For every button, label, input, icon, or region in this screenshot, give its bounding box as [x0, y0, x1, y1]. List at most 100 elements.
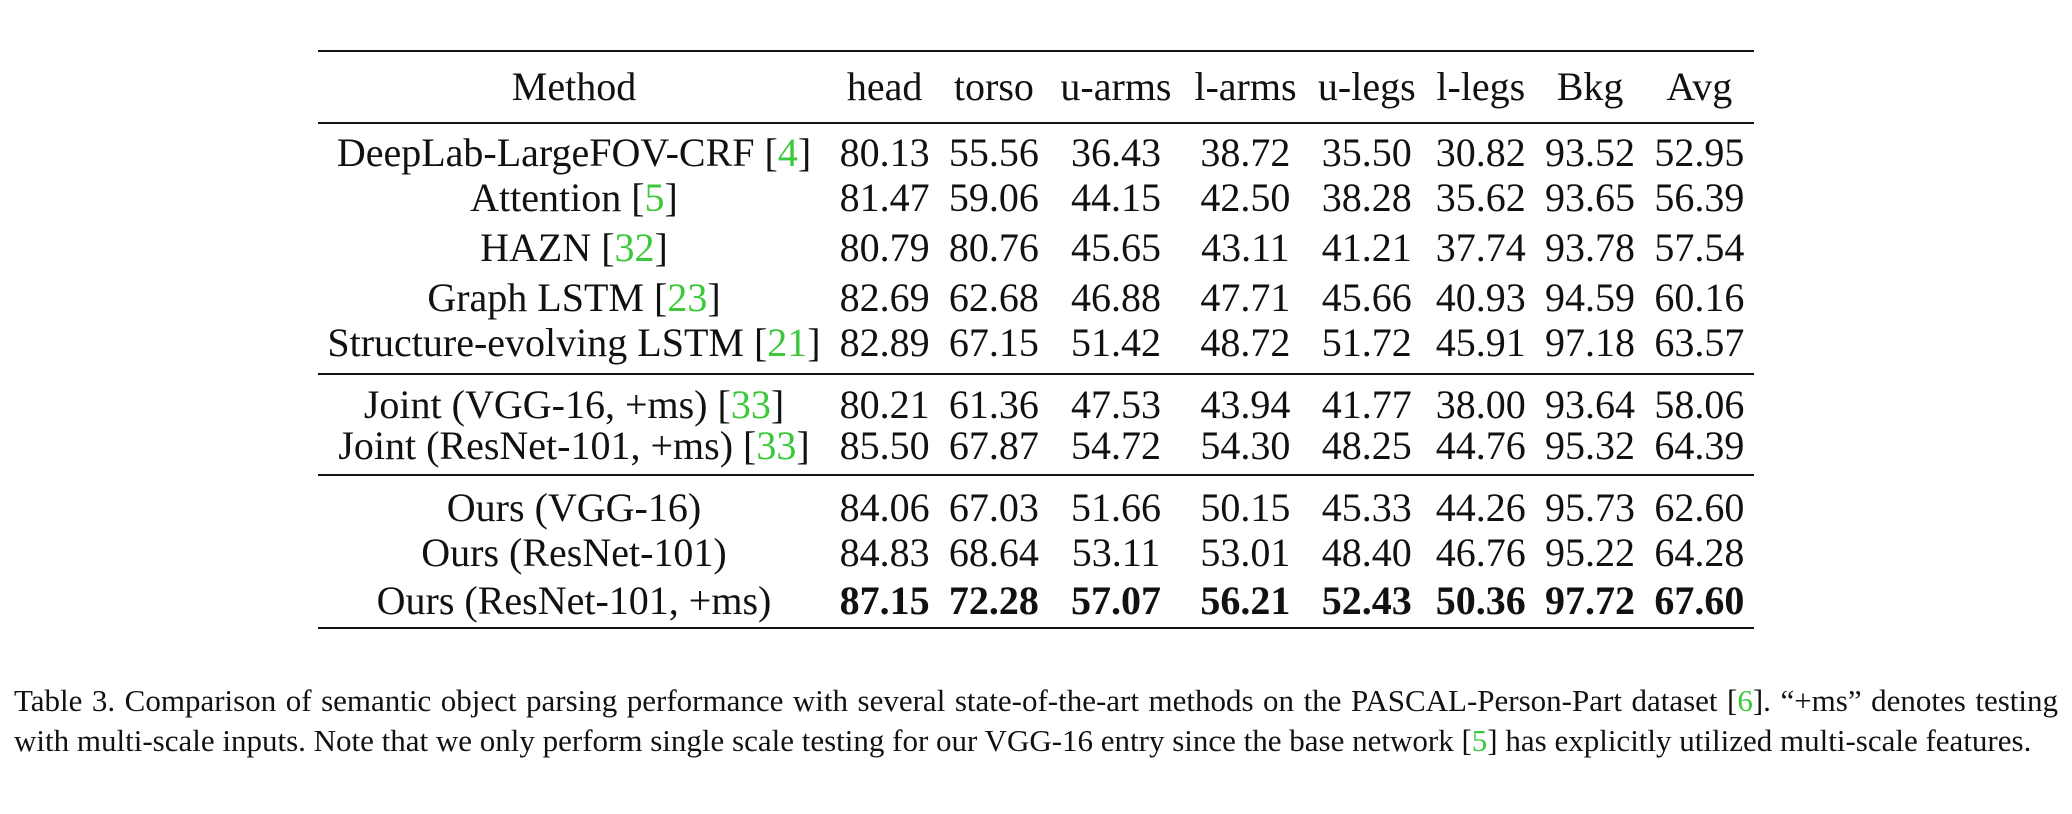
value-cell-head: 80.79 — [839, 225, 930, 270]
method-name: DeepLab-LargeFOV-CRF — [336, 129, 755, 175]
value-cell-avg: 56.39 — [1654, 175, 1745, 220]
table-group-baselines: DeepLab-LargeFOV-CRF [4] 80.13 55.56 36.43 3… — [318, 123, 1754, 374]
value-cell-l-legs: 45.91 — [1435, 320, 1526, 365]
value-cell-u-legs: 41.77 — [1321, 382, 1412, 427]
value-cell-l-legs: 35.62 — [1435, 175, 1526, 220]
value-cell-bkg: 97.18 — [1545, 320, 1636, 365]
table-group-joint: Joint (VGG-16, +ms) [33] 80.21 61.36 47.53 4… — [318, 374, 1754, 475]
value-cell-l-legs: 44.76 — [1435, 422, 1526, 468]
value-cell-avg: 57.54 — [1654, 225, 1745, 270]
method-cell: DeepLab-LargeFOV-CRF [4] — [336, 129, 812, 175]
value-cell-u-legs: 48.25 — [1321, 422, 1412, 468]
caption-text: Table 3. Comparison of semantic object p… — [14, 681, 2058, 761]
value-cell-u-legs: 45.66 — [1321, 275, 1412, 320]
value-cell-u-arms: 36.43 — [1070, 129, 1161, 175]
table-row: Ours (VGG-16) 84.06 67.03 51.66 50.15 45.33 44… — [318, 475, 1754, 528]
value-cell-u-arms: 51.42 — [1070, 320, 1161, 365]
value-cell-u-legs: 48.40 — [1321, 530, 1412, 575]
caption-part-1: Table 3. Comparison of semantic object p… — [14, 683, 1738, 718]
method-cell: Ours (ResNet-101) — [318, 528, 830, 578]
value-cell-bkg: 95.32 — [1545, 422, 1636, 468]
table-row: Ours (ResNet-101, +ms) 87.15 72.28 57.07 56.… — [318, 578, 1754, 628]
method-name: HAZN — [480, 225, 592, 270]
method-cell: Graph LSTM [23] — [427, 275, 721, 320]
header-l-arms: l-arms — [1194, 64, 1297, 109]
table-row: DeepLab-LargeFOV-CRF [4] 80.13 55.56 36.43 3… — [318, 123, 1754, 173]
method-cell: Attention [5] — [470, 175, 678, 220]
value-cell-avg: 62.60 — [1654, 485, 1745, 530]
caption-citation-6[interactable]: 6 — [1737, 683, 1753, 718]
caption-part-2: ]. “+ms” denotes testing with multi-scal… — [14, 683, 2058, 758]
value-cell-head: 80.21 — [839, 382, 930, 427]
value-cell-u-arms: 51.66 — [1070, 485, 1161, 530]
value-cell-u-arms: 46.88 — [1070, 275, 1161, 320]
value-cell-torso: 61.36 — [948, 382, 1039, 427]
citation-link[interactable]: 4 — [777, 129, 798, 175]
citation-link[interactable]: 5 — [644, 175, 665, 220]
value-cell-l-legs: 46.76 — [1435, 530, 1526, 575]
header-bkg: Bkg — [1556, 64, 1624, 109]
value-cell-avg: 63.57 — [1654, 320, 1745, 365]
value-cell-torso: 67.03 — [948, 485, 1039, 530]
method-name: Joint (ResNet-101, +ms) — [338, 422, 734, 468]
table-caption: Table 3. Comparison of semantic object p… — [14, 681, 2058, 761]
table-row: Ours (ResNet-101) 84.83 68.64 53.11 53.01 48.… — [318, 528, 1754, 578]
value-cell-u-arms: 44.15 — [1070, 175, 1161, 220]
citation-link[interactable]: 33 — [756, 422, 797, 468]
value-cell-u-arms: 57.07 — [1070, 577, 1161, 623]
header-head: head — [846, 64, 923, 109]
value-cell-l-arms: 43.11 — [1201, 225, 1290, 270]
method-cell: Joint (ResNet-101, +ms) [33] — [338, 422, 810, 468]
table-row: Structure-evolving LSTM [21] 82.89 67.15 51… — [318, 323, 1754, 374]
header-l-legs: l-legs — [1436, 64, 1526, 109]
citation-link[interactable]: 21 — [767, 320, 808, 365]
value-cell-head: 87.15 — [839, 577, 930, 623]
value-cell-head: 84.83 — [839, 530, 930, 575]
value-cell-avg: 67.60 — [1654, 577, 1745, 623]
table-row: HAZN [32] 80.79 80.76 45.65 43.11 41.21 37.74 9… — [318, 223, 1754, 273]
table-row: Attention [5] 81.47 59.06 44.15 42.50 38.28 35… — [318, 173, 1754, 223]
value-cell-head: 84.06 — [839, 485, 930, 530]
value-cell-u-legs: 41.21 — [1321, 225, 1412, 270]
value-cell-l-legs: 38.00 — [1435, 382, 1526, 427]
value-cell-l-arms: 54.30 — [1200, 422, 1291, 468]
value-cell-l-arms: 50.15 — [1200, 485, 1291, 530]
value-cell-bkg: 94.59 — [1545, 275, 1636, 320]
value-cell-avg: 60.16 — [1654, 275, 1745, 320]
value-cell-torso: 80.76 — [948, 225, 1039, 270]
value-cell-u-arms: 45.65 — [1070, 225, 1161, 270]
citation-link[interactable]: 23 — [667, 275, 708, 320]
value-cell-u-legs: 35.50 — [1321, 129, 1412, 175]
value-cell-avg: 58.06 — [1654, 382, 1745, 427]
method-name: Ours (ResNet-101) — [421, 530, 727, 575]
value-cell-u-legs: 51.72 — [1321, 320, 1412, 365]
value-cell-u-legs: 52.43 — [1321, 577, 1412, 623]
value-cell-bkg: 93.65 — [1545, 175, 1636, 220]
value-cell-l-legs: 30.82 — [1435, 129, 1526, 175]
value-cell-avg: 52.95 — [1654, 129, 1745, 175]
header-u-arms: u-arms — [1060, 64, 1172, 109]
value-cell-l-arms: 43.94 — [1200, 382, 1291, 427]
value-cell-head: 85.50 — [839, 422, 930, 468]
value-cell-torso: 55.56 — [948, 129, 1039, 175]
value-cell-torso: 67.15 — [948, 320, 1039, 365]
value-cell-torso: 72.28 — [948, 577, 1039, 623]
header-method: Method — [511, 64, 637, 109]
method-name: Ours (ResNet-101, +ms) — [376, 577, 772, 623]
value-cell-head: 82.89 — [839, 320, 930, 365]
caption-citation-5[interactable]: 5 — [1471, 723, 1488, 758]
method-cell: Structure-evolving LSTM [21] — [327, 320, 821, 365]
table-row: Joint (ResNet-101, +ms) [33] 85.50 67.87 54… — [318, 425, 1754, 475]
value-cell-l-arms: 56.21 — [1200, 577, 1291, 623]
value-cell-u-legs: 45.33 — [1321, 485, 1412, 530]
value-cell-l-arms: 48.72 — [1200, 320, 1291, 365]
table-group-ours: Ours (VGG-16) 84.06 67.03 51.66 50.15 45.33 44… — [318, 475, 1754, 628]
value-cell-avg: 64.28 — [1654, 530, 1745, 575]
citation-link[interactable]: 32 — [614, 225, 655, 270]
value-cell-l-arms: 42.50 — [1200, 175, 1291, 220]
header-torso: torso — [953, 64, 1034, 109]
method-name: Attention — [470, 175, 622, 220]
method-cell: Joint (VGG-16, +ms) [33] — [363, 382, 785, 427]
citation-link[interactable]: 33 — [730, 382, 771, 427]
value-cell-bkg: 93.64 — [1545, 382, 1636, 427]
